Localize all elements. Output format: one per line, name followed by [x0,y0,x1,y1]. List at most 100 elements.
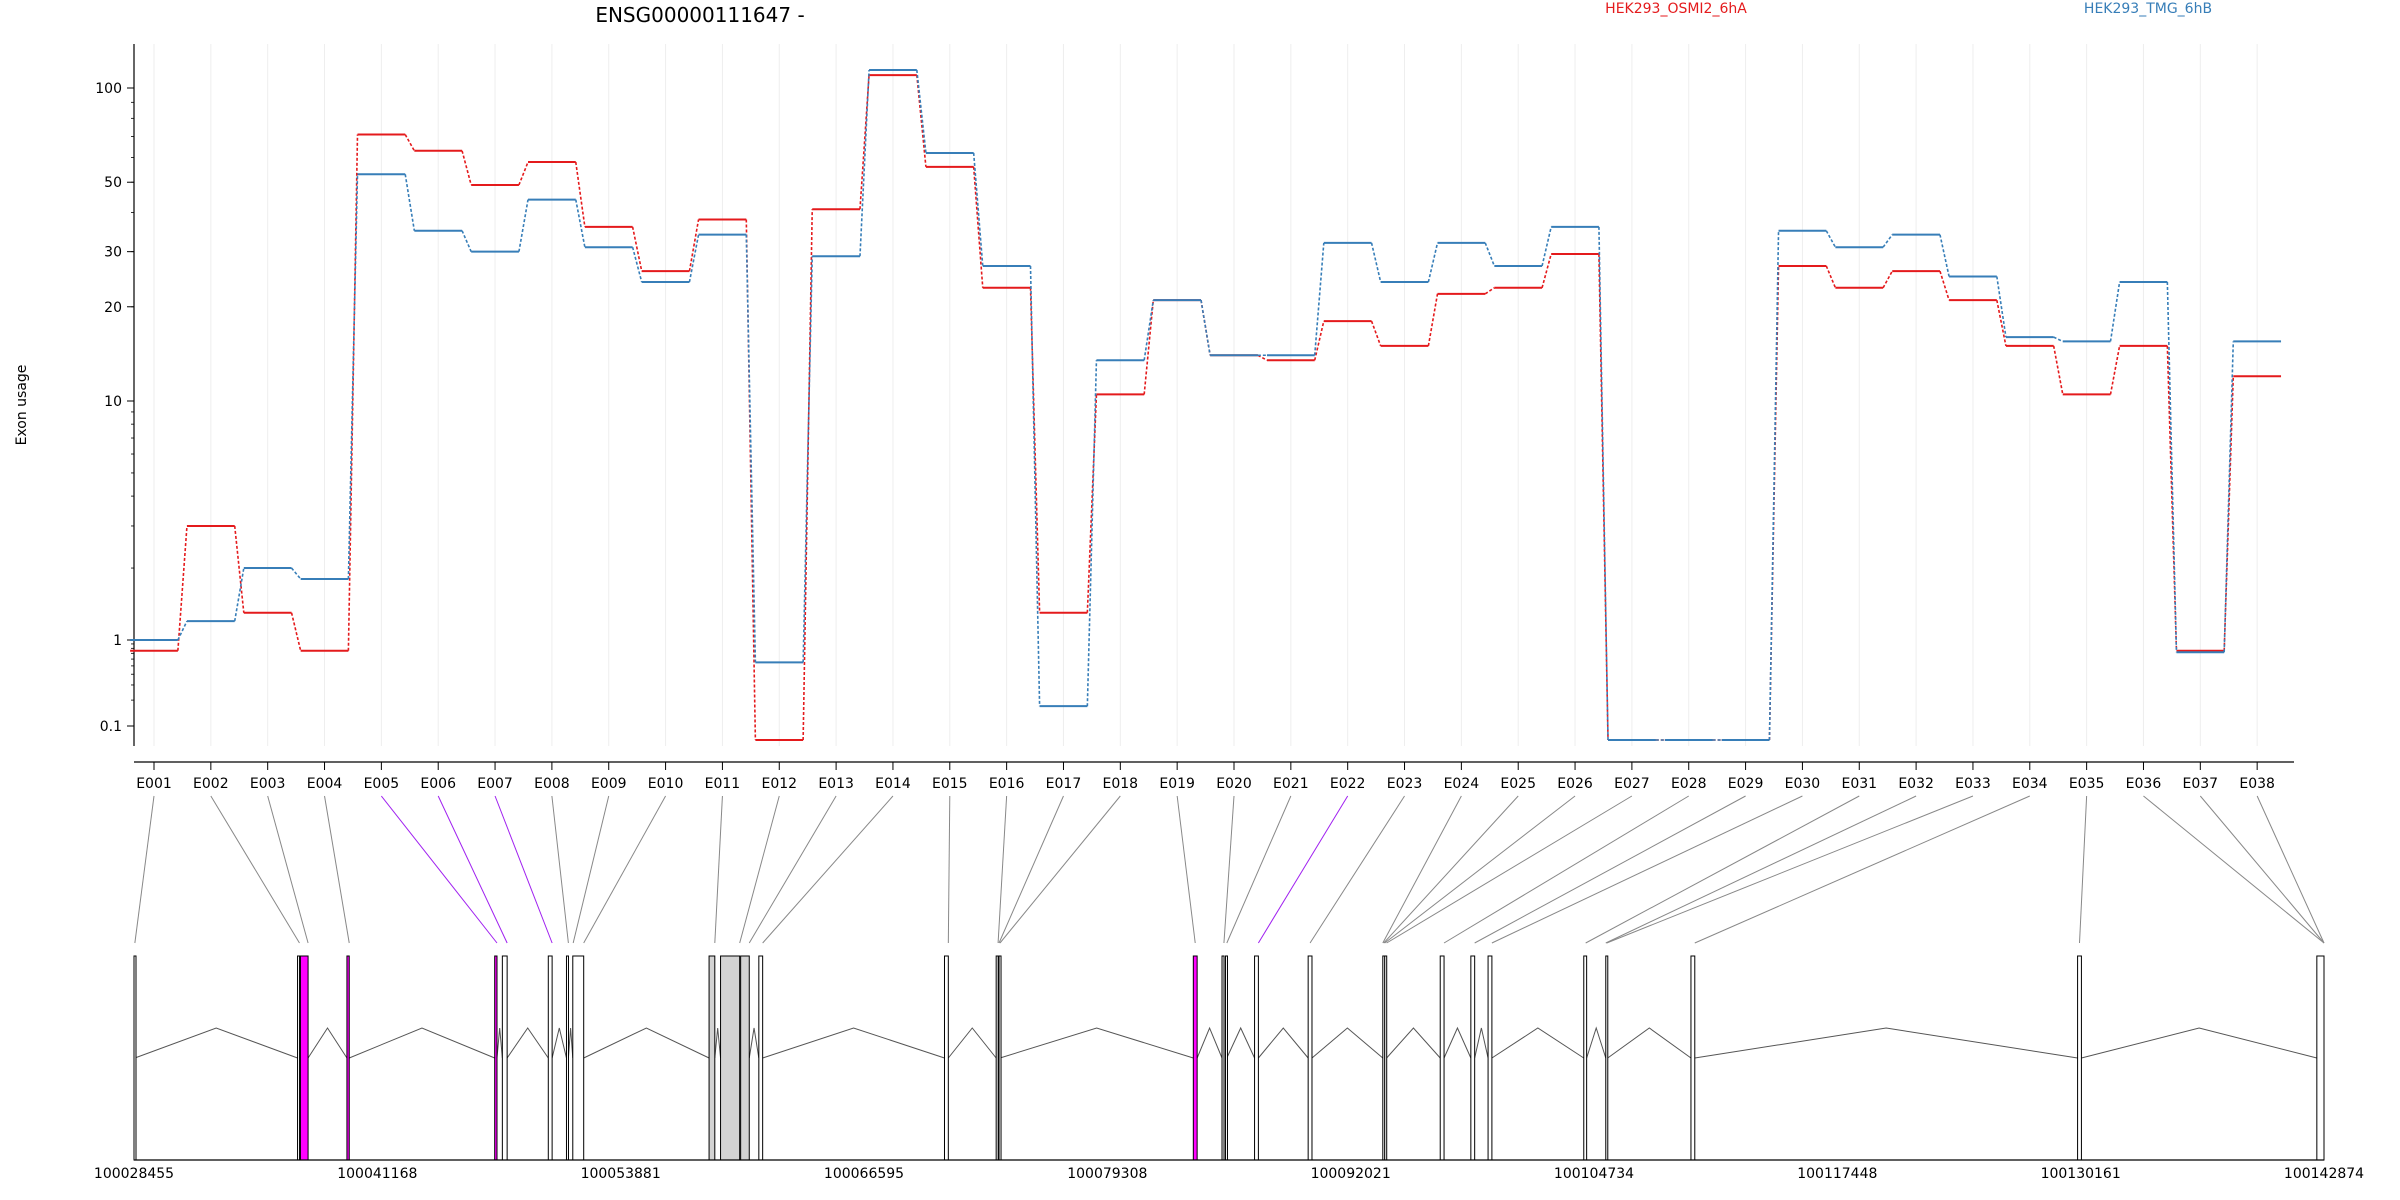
x-tick-label: E009 [591,776,627,792]
exon-connector [947,795,951,944]
intron-line [714,1027,722,1059]
series-connector [1313,320,1325,361]
exon-connector [267,795,309,944]
exon-connector [1257,795,1349,944]
x-tick-label: E023 [1387,776,1423,792]
exon-bin [1690,955,1696,1161]
exon-bin [1605,955,1609,1161]
x-tick-label: E022 [1330,776,1366,792]
series-connector [233,567,245,622]
series-lines [130,69,2282,741]
gene-model: 100028455 100041168 100053881 100066595 1000… [94,955,2364,1182]
x-tick-label: E035 [2069,776,2105,792]
genomic-coordinate-label: 100142874 [2284,1166,2364,1182]
x-tick-label: E033 [1955,776,1991,792]
intron-line [762,1027,945,1059]
x-tick-label: E004 [307,776,343,792]
x-tick-label: E006 [420,776,456,792]
intron-line [551,1027,567,1059]
exon-connectors [134,795,2325,944]
intron-line [506,1027,549,1059]
exon-connector [551,795,569,944]
exon-connector [380,795,498,944]
series-connector [2223,341,2235,653]
series-connector [2052,345,2064,395]
y-tick-label: 10 [104,394,122,410]
exon-connector [998,795,1064,944]
x-tick-label: E038 [2239,776,2275,792]
series-connector [1598,226,1609,741]
series-connector [972,166,984,288]
exon-connector [1606,795,1974,944]
exon-bin [547,955,553,1161]
genomic-coordinate-label: 100028455 [94,1166,174,1182]
x-tick-label: E002 [193,776,229,792]
x-tick-label: E028 [1671,776,1707,792]
series-connector [1484,287,1495,295]
series-connector [688,219,700,272]
exon-connector [494,795,553,944]
series-connector [916,75,927,167]
series-connector [1996,276,2007,338]
intron-line [1386,1027,1441,1059]
x-tick-label: E015 [932,776,968,792]
intron-line [1196,1026,1223,1059]
genomic-coordinate-label: 100079308 [1067,1166,1147,1182]
x-tick-label: E031 [1841,776,1877,792]
series-connector [1939,234,1950,277]
exon-connector [748,795,837,944]
exon-connector [714,795,723,944]
exon-connector [583,795,667,944]
exon-bin [501,955,508,1161]
intron-line [2081,1027,2317,1059]
x-tick-label: E026 [1557,776,1593,792]
x-tick-label: E003 [250,776,286,792]
series-connector [2053,336,2064,343]
series-connector [233,525,245,613]
exon-bin [346,955,350,1161]
series-connector [2109,345,2121,395]
series-connector [347,134,359,651]
series-connector [1200,300,1211,356]
exon-connector [2143,795,2325,944]
exon-bin [1487,955,1493,1161]
series-connector [1882,270,1893,289]
legend-entry-osmi2: HEK293_OSMI2_6hA [1605,1,1747,17]
x-tick-label: E019 [1159,776,1195,792]
x-tick-label: E011 [705,776,741,792]
x-tick-label: E030 [1785,776,1821,792]
series-connector [1825,265,1837,289]
x-tick-label: E013 [818,776,854,792]
exon-connector [437,795,508,944]
intron-line [947,1027,997,1059]
legend-entry-tmg: HEK293_TMG_6hB [2084,1,2212,17]
exon-connector [210,795,300,944]
series-connector [574,161,586,227]
genomic-coordinate-label: 100130161 [2041,1166,2121,1182]
exon-connector [1585,795,1860,944]
series-connector [574,199,586,248]
series-connector [290,612,302,651]
exon-bin [1439,955,1445,1161]
series-connector [1143,300,1155,395]
exon-connector [1382,795,1462,944]
intron-line [1258,1027,1309,1059]
genomic-coordinate-label: 100053881 [581,1166,661,1182]
series-connector [1484,242,1496,267]
intron-line [1474,1027,1489,1059]
x-tick-label: E017 [1046,776,1082,792]
series-connector [1427,242,1439,283]
y-axis: 0.1 1 10 20 30 50 100 [95,44,135,746]
chart-title: ENSG00000111647 - [595,3,804,27]
exon-bin [2316,955,2325,1161]
exon-connector [324,795,350,944]
series-connector [1996,299,2007,347]
exon-connector [997,795,1008,944]
series-connector [404,174,416,231]
exon-bin [1384,955,1388,1161]
series-connector [1029,287,1041,613]
series-connector [177,525,188,651]
exon-bin [2077,955,2082,1161]
series-connector [177,620,188,641]
genomic-coordinate-label: 100104734 [1554,1166,1634,1182]
